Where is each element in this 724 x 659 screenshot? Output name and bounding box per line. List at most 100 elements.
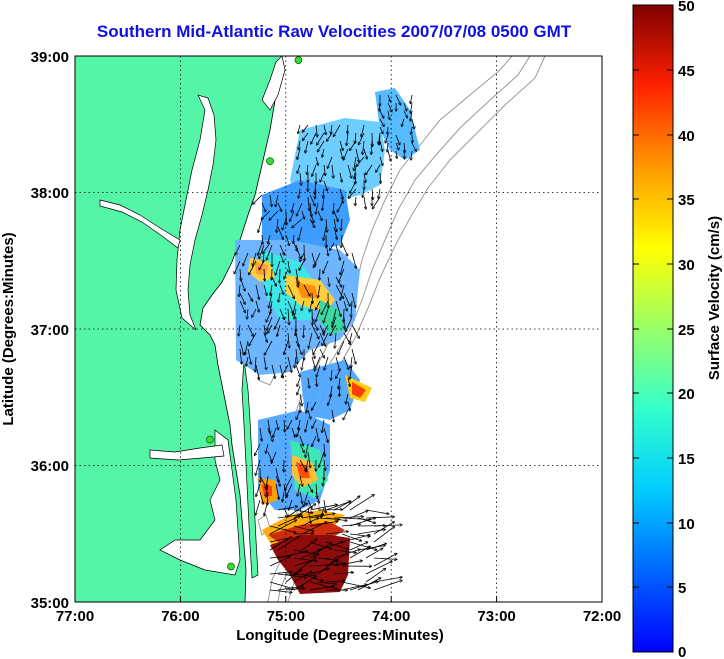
velocity-vector (363, 148, 367, 159)
velocity-vector (325, 541, 349, 550)
velocity-vector (365, 517, 394, 518)
velocity-vector (341, 581, 370, 588)
velocity-vector (326, 218, 327, 232)
velocity-vector (297, 385, 301, 395)
velocity-vector (285, 573, 316, 575)
velocity-vector (303, 132, 309, 140)
velocity-vector (270, 284, 273, 295)
velocity-vector (335, 356, 340, 371)
velocity-vector (308, 377, 309, 388)
velocity-vector (411, 102, 413, 113)
velocity-vector (284, 419, 285, 432)
velocity-vector (332, 316, 337, 327)
radar-site-marker (206, 435, 214, 444)
velocity-vector (335, 300, 341, 316)
velocity-vector (330, 385, 333, 397)
velocity-vector (342, 194, 343, 203)
velocity-vector (373, 196, 381, 209)
velocity-vector (312, 435, 317, 446)
velocity-vector (288, 332, 289, 348)
velocity-vector (357, 517, 375, 523)
velocity-vector (350, 180, 357, 193)
velocity-vector (395, 134, 400, 145)
velocity-vector (266, 475, 269, 489)
velocity-vector (388, 110, 390, 119)
velocity-vector (331, 369, 332, 380)
velocity-vector (286, 483, 293, 497)
potomac-river (99, 199, 181, 249)
velocity-vector (263, 356, 266, 369)
chart-title: Southern Mid-Atlantic Raw Velocities 200… (96, 22, 572, 41)
velocity-vector (355, 132, 356, 143)
velocity-vector (363, 188, 365, 197)
velocity-vector (307, 164, 308, 174)
velocity-vector (341, 218, 342, 230)
velocity-vector (262, 234, 263, 244)
velocity-vector (273, 427, 277, 437)
velocity-vector (271, 451, 277, 463)
velocity-vector (293, 561, 312, 567)
velocity-vector (258, 242, 263, 255)
velocity-vector (277, 202, 282, 211)
plot-frame (74, 55, 603, 603)
velocity-vector (303, 124, 309, 132)
velocity-vector (336, 369, 341, 378)
velocity-vector (363, 196, 366, 209)
colorbar-label: Surface Velocity (cm/s) (706, 216, 723, 380)
velocity-vector (337, 202, 343, 212)
velocity-vector (341, 585, 367, 591)
velocity-vector (269, 292, 273, 308)
radar-site-marker (227, 562, 235, 571)
velocity-vector (365, 544, 386, 551)
velocity-vector (303, 324, 304, 337)
velocity-vector (282, 491, 285, 502)
velocity-vector (267, 316, 273, 330)
velocity-field (235, 88, 420, 594)
velocity-vector (269, 194, 272, 206)
velocity-vector (309, 586, 334, 591)
velocity-vector (266, 308, 273, 322)
velocity-vector (325, 242, 328, 256)
velocity-vector (350, 140, 357, 150)
velocity-vector (295, 332, 299, 347)
velocity-vector (411, 142, 416, 151)
velocity-vector (249, 332, 257, 346)
velocity-vector (304, 491, 309, 506)
velocity-vector (349, 533, 370, 536)
velocity-vector (253, 252, 257, 266)
x-axis-label: Longitude (Degrees:Minutes) (236, 627, 444, 644)
velocity-vector (263, 242, 271, 253)
velocity-vector (402, 118, 405, 126)
velocity-vector (339, 148, 343, 159)
velocity-vector (255, 356, 256, 372)
velocity-vector (351, 252, 356, 268)
velocity-vector (333, 561, 362, 567)
velocity-vector (243, 252, 249, 266)
velocity-vector (239, 348, 242, 364)
velocity-vector (301, 539, 317, 551)
velocity-vector (275, 316, 281, 329)
velocity-vector (328, 156, 333, 168)
velocity-vector (351, 292, 355, 307)
y-tick-label: 39:00 (31, 49, 69, 66)
delaware-bay (261, 56, 286, 111)
velocity-vector (325, 532, 348, 535)
velocity-vector (403, 110, 407, 118)
velocity-vector (267, 451, 272, 462)
velocity-vector (287, 300, 293, 313)
velocity-vector (295, 340, 302, 354)
velocity-vector (366, 164, 373, 175)
velocity-vector (338, 340, 345, 354)
velocity-vector (246, 356, 249, 366)
velocity-vector (259, 260, 265, 270)
velocity-vector (309, 521, 338, 527)
velocity-vector (299, 260, 305, 270)
velocity-vector (350, 364, 353, 379)
velocity-vector (309, 569, 329, 575)
velocity-vector (269, 557, 290, 567)
velocity-vector (264, 499, 269, 515)
velocity-vector (268, 234, 271, 243)
velocity-vector (290, 210, 295, 221)
